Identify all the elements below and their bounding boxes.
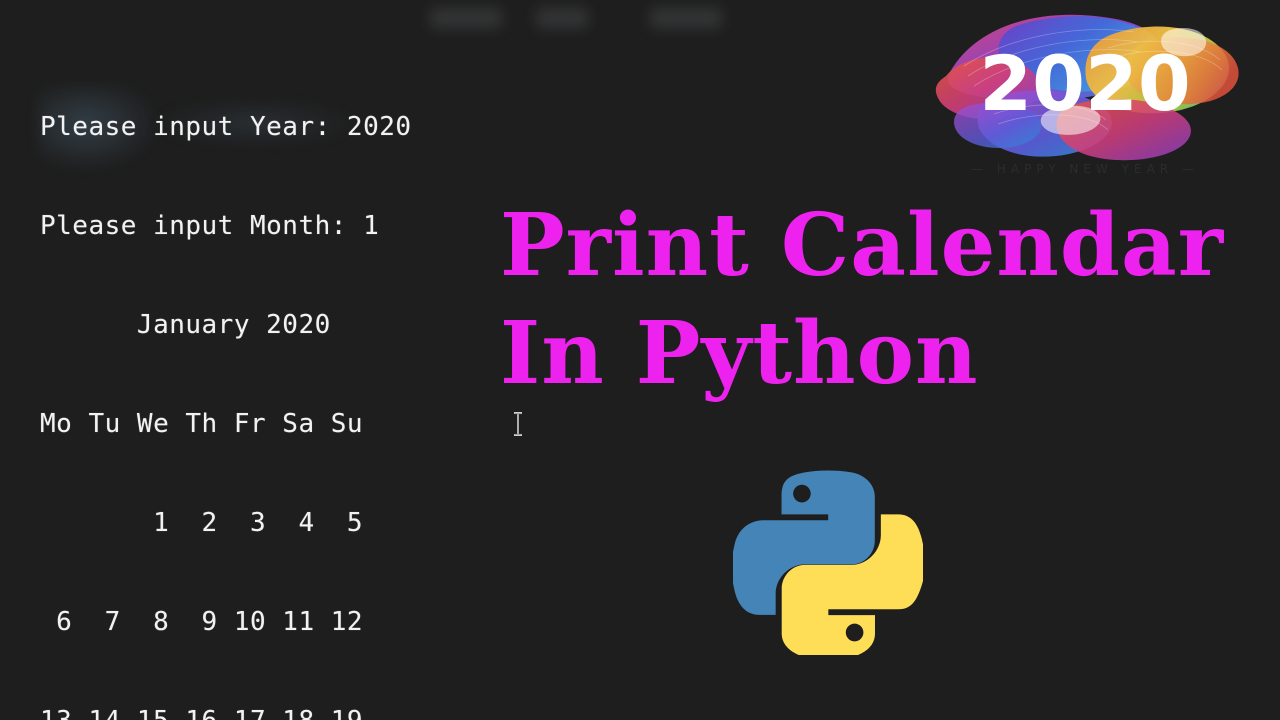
calendar-title-january: January 2020 <box>40 310 331 340</box>
logo-tagline: — HAPPY NEW YEAR — <box>971 162 1199 176</box>
calendar-week-row: 13 14 15 16 17 18 19 <box>40 705 470 720</box>
terminal-output[interactable]: Please input Year: 2020 Please input Mon… <box>40 12 470 720</box>
prompt-year-line-1: Please input Year: 2020 <box>40 112 412 142</box>
page-title: Print Calendar In Python <box>500 195 1260 421</box>
calendar-week-row: 6 7 8 9 10 11 12 <box>40 607 364 637</box>
prompt-month-line-1: Please input Month: 1 <box>40 211 380 241</box>
blurred-artifact <box>536 8 588 28</box>
calendar-week-row: 1 2 3 4 5 <box>40 508 364 538</box>
title-line-2: In Python <box>500 303 979 405</box>
logo-year-text: 2020 <box>979 39 1191 128</box>
python-logo-icon <box>733 470 923 655</box>
new-year-2020-logo: 2020 — HAPPY NEW YEAR — <box>920 2 1250 198</box>
brush-stroke-artwork: 2020 <box>935 14 1239 161</box>
title-line-1: Print Calendar <box>500 195 1225 296</box>
weekday-header-january: Mo Tu We Th Fr Sa Su <box>40 409 364 439</box>
blurred-artifact <box>650 8 722 28</box>
